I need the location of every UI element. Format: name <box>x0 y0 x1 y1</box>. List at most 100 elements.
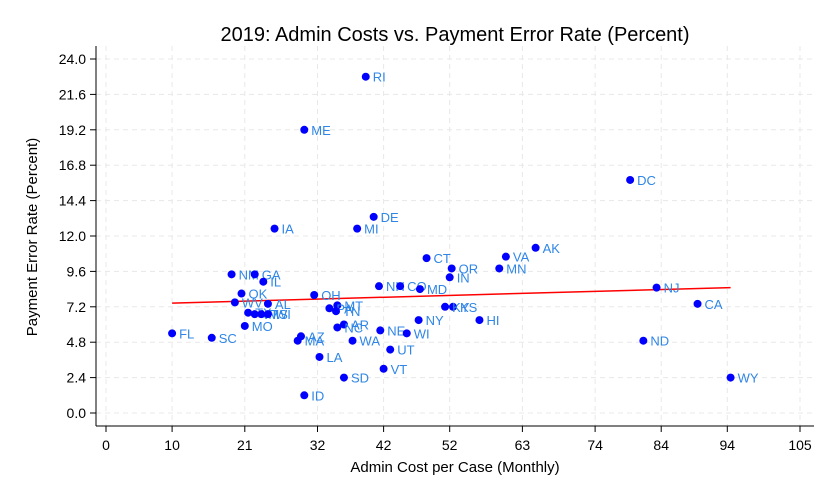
point-marker <box>369 212 378 221</box>
point-label: HI <box>486 313 499 328</box>
point-label: NC <box>344 320 363 335</box>
point-label: LA <box>326 350 342 365</box>
y-tick-label: 9.6 <box>67 263 87 279</box>
point-label: OH <box>321 288 341 303</box>
x-tick-label: 84 <box>653 437 669 453</box>
data-point-wy: WY <box>726 371 759 386</box>
data-point-wi: WI <box>263 307 291 322</box>
chart-title: 2019: Admin Costs vs. Payment Error Rate… <box>220 24 689 46</box>
data-point-ia: IA <box>270 222 295 237</box>
data-point-ny: NY <box>414 313 444 328</box>
point-marker <box>257 310 266 319</box>
trend-line <box>172 286 731 304</box>
point-marker <box>626 175 635 184</box>
data-point-mo: MO <box>240 319 273 334</box>
point-label: NJ <box>664 281 680 296</box>
point-label: MO <box>252 319 273 334</box>
data-point-in: IN <box>445 270 470 285</box>
data-point-pa: PA <box>325 301 353 316</box>
data-point-ca: CA <box>693 297 723 312</box>
point-marker <box>348 336 357 345</box>
y-tick-label: 12.0 <box>59 228 86 244</box>
point-marker <box>475 316 484 325</box>
point-label: RI <box>373 70 386 85</box>
point-marker <box>726 373 735 382</box>
data-point-ks: KS <box>449 300 478 315</box>
data-point-sc: SC <box>207 331 237 346</box>
data-point-tn: TN <box>332 304 360 319</box>
data-point-ky: KY <box>441 300 470 315</box>
grid-lines <box>96 46 814 426</box>
point-marker <box>449 302 457 311</box>
point-marker <box>415 285 424 294</box>
point-label: AL <box>275 297 291 312</box>
point-marker <box>332 307 341 316</box>
point-marker <box>244 308 253 317</box>
point-label: IA <box>282 222 295 237</box>
y-tick-label: 16.8 <box>59 157 86 173</box>
x-tick-label: 52 <box>442 437 458 453</box>
data-point-oh: OH <box>310 288 341 303</box>
point-marker <box>374 282 383 291</box>
point-marker <box>300 391 309 400</box>
point-label: VA <box>513 250 530 265</box>
data-point-ct: CT <box>422 251 451 266</box>
point-label: TN <box>343 304 360 319</box>
point-label: MI <box>364 222 378 237</box>
point-label: AK <box>543 241 561 256</box>
axes: 0.0 2.4 4.8 7.2 9.6 12.0 14.4 16.8 19.2 21.6 24.0 0… <box>59 46 814 453</box>
data-point-ne: NE <box>376 323 406 338</box>
point-marker <box>531 243 540 252</box>
point-marker <box>693 299 702 308</box>
point-label: MD <box>427 282 447 297</box>
point-label: WI <box>275 307 291 322</box>
point-label: ID <box>311 388 324 403</box>
data-point-id: ID <box>300 388 324 403</box>
data-point-ak: AK <box>531 241 561 256</box>
point-label: AR <box>351 318 369 333</box>
y-tick-label: 7.2 <box>67 299 87 315</box>
x-tick-label: 63 <box>515 437 531 453</box>
point-marker <box>422 254 431 263</box>
data-point-or: OR <box>447 261 478 276</box>
data-point-me: ME <box>300 123 331 138</box>
point-label: MT <box>344 298 363 313</box>
point-marker <box>396 282 405 291</box>
data-point-de: DE <box>369 210 399 225</box>
data-point-sd: SD <box>339 371 369 386</box>
point-marker <box>639 336 648 345</box>
point-label: AZ <box>308 329 325 344</box>
point-marker <box>237 289 246 298</box>
data-point-mi: MI <box>353 222 379 237</box>
data-point-ar: AR <box>339 318 369 333</box>
data-points: RIMEDCDEIAMIAKVACTORMNNMGAINILNJNHCOMDOK… <box>168 70 759 403</box>
point-label: OK <box>248 287 267 302</box>
point-marker <box>445 273 454 282</box>
point-marker <box>361 72 370 81</box>
point-marker <box>259 277 268 286</box>
point-marker <box>402 329 411 338</box>
point-label: PA <box>336 301 353 316</box>
point-label: IL <box>270 275 281 290</box>
y-tick-label: 19.2 <box>59 122 86 138</box>
point-label: WV <box>242 295 263 310</box>
data-point-wv: WV <box>230 295 263 310</box>
point-marker <box>263 310 272 319</box>
point-label: KS <box>460 300 478 315</box>
point-marker <box>310 291 319 299</box>
data-point-nj: NJ <box>652 281 680 296</box>
point-label: NE <box>387 323 405 338</box>
point-label: SD <box>351 371 369 386</box>
point-marker <box>300 125 309 134</box>
point-label: MN <box>506 261 526 276</box>
point-marker <box>293 336 302 345</box>
point-marker <box>339 373 348 382</box>
data-point-vt: VT <box>379 362 408 377</box>
data-point-wi: WI <box>402 326 430 341</box>
point-marker <box>414 316 423 325</box>
point-label: VT <box>391 362 408 377</box>
point-label: ND <box>650 334 669 349</box>
x-tick-label: 94 <box>720 437 736 453</box>
y-tick-label: 21.6 <box>59 86 86 102</box>
data-point-dc: DC <box>626 173 656 188</box>
